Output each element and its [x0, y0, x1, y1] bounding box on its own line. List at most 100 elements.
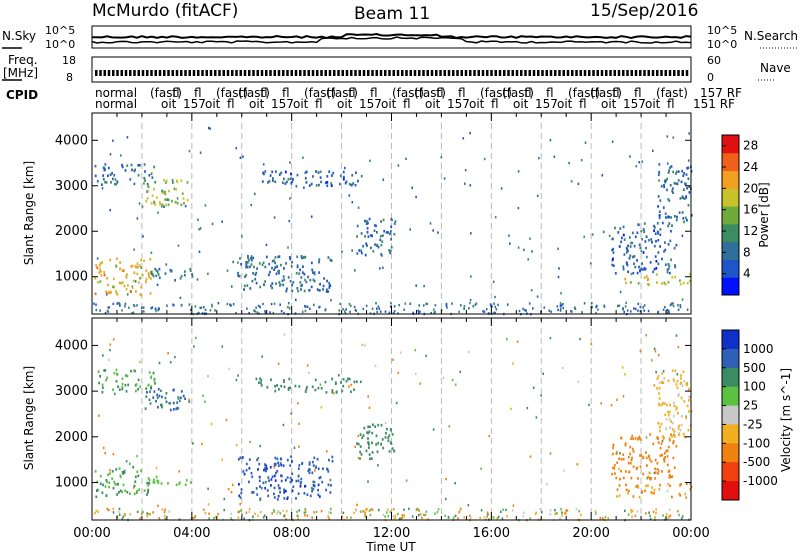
data-cell — [634, 437, 637, 440]
data-cell — [517, 206, 520, 210]
data-cell — [237, 274, 240, 277]
data-cell — [354, 183, 357, 187]
data-cell — [611, 263, 614, 267]
data-cell — [637, 223, 640, 226]
data-cell — [292, 178, 294, 181]
data-cell — [629, 245, 632, 248]
data-cell — [211, 222, 214, 226]
data-cell — [285, 489, 287, 493]
data-cell — [308, 371, 310, 374]
data-cell — [124, 302, 127, 305]
data-cell — [146, 190, 148, 193]
data-cell — [631, 241, 634, 245]
data-cell — [523, 511, 525, 514]
data-cell — [664, 180, 667, 184]
data-cell — [357, 442, 360, 446]
data-cell — [287, 246, 289, 249]
data-cell — [380, 443, 382, 446]
data-cell — [675, 444, 678, 448]
data-cell — [349, 310, 351, 314]
data-cell — [554, 509, 556, 512]
cpid-segment-label: 157 — [359, 97, 382, 111]
data-cell — [140, 285, 143, 289]
data-cell — [663, 185, 666, 189]
data-cell — [152, 396, 155, 399]
data-cell — [626, 251, 628, 254]
data-cell — [172, 408, 175, 411]
data-cell — [281, 279, 284, 283]
data-cell — [115, 290, 117, 293]
y-tick-label: 3000 — [55, 384, 88, 399]
data-cell — [254, 277, 257, 281]
data-cell — [230, 512, 233, 515]
data-cell — [211, 303, 213, 307]
data-cell — [612, 466, 614, 470]
data-cell — [324, 309, 327, 312]
data-cell — [630, 476, 633, 480]
data-cell — [98, 381, 101, 385]
data-cell — [667, 243, 670, 246]
data-cell — [94, 164, 97, 168]
data-cell — [559, 302, 562, 305]
noise-left-tick-bottom: 10^0 — [45, 38, 75, 51]
freq-sample-mark — [677, 70, 680, 76]
colorbar-swatch — [722, 206, 739, 225]
data-cell — [277, 510, 280, 513]
data-cell — [226, 269, 229, 272]
data-cell — [668, 311, 670, 315]
data-cell — [102, 177, 105, 181]
data-cell — [658, 179, 660, 182]
data-cell — [238, 494, 241, 498]
data-cell — [685, 195, 688, 198]
freq-sample-mark — [426, 70, 429, 76]
data-cell — [142, 510, 144, 514]
data-cell — [658, 216, 661, 220]
data-cell — [356, 235, 358, 238]
data-cell — [255, 306, 257, 309]
data-cell — [299, 281, 302, 284]
data-cell — [178, 481, 181, 484]
data-cell — [376, 450, 379, 454]
data-cell — [622, 225, 625, 229]
data-cell — [364, 515, 367, 518]
freq-sample-mark — [409, 70, 412, 76]
data-cell — [673, 430, 676, 433]
data-cell — [304, 255, 307, 259]
freq-sample-mark — [490, 70, 493, 76]
data-cell — [108, 508, 110, 512]
data-cell — [429, 222, 432, 225]
data-cell — [338, 374, 340, 377]
data-cell — [121, 490, 123, 494]
data-cell — [275, 282, 277, 285]
data-cell — [625, 301, 627, 305]
data-cell — [231, 285, 233, 288]
data-cell — [330, 511, 332, 514]
data-cell — [168, 510, 170, 513]
data-cell — [108, 481, 111, 484]
data-cell — [672, 441, 674, 445]
data-cell — [102, 446, 105, 450]
colorbar-tick-label: -25 — [743, 417, 763, 431]
data-cell — [322, 467, 324, 470]
data-cell — [174, 200, 177, 204]
data-cell — [118, 507, 121, 511]
data-cell — [320, 510, 323, 513]
data-cell — [310, 215, 313, 218]
data-cell — [675, 218, 678, 222]
data-cell — [320, 387, 323, 390]
data-cell — [279, 284, 281, 287]
data-cell — [686, 167, 689, 170]
data-cell — [658, 397, 661, 400]
data-cell — [322, 288, 324, 291]
data-cell — [169, 268, 172, 272]
data-cell — [385, 231, 388, 234]
data-cell — [158, 361, 161, 365]
data-cell — [654, 467, 656, 471]
data-cell — [590, 262, 592, 265]
data-cell — [273, 492, 275, 496]
data-cell — [266, 386, 269, 389]
data-cell — [370, 508, 372, 511]
data-cell — [670, 165, 673, 168]
data-cell — [125, 460, 128, 463]
data-cell — [150, 277, 152, 280]
